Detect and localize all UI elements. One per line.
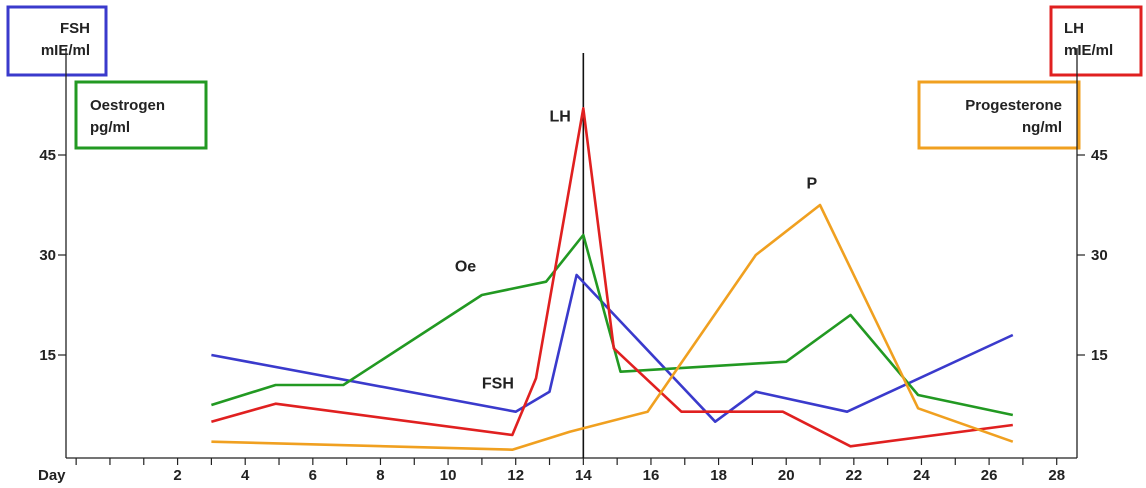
series-annotation-lh: LH [550, 109, 571, 126]
progesterone-box-title: Progesterone [965, 97, 1062, 114]
oestrogen-unit-box [74, 80, 208, 150]
axis-unit-boxes: FSHmIE/mlOestrogenpg/mlLHmIE/mlProgester… [6, 5, 1143, 150]
left-tick-label: 45 [39, 147, 56, 164]
oestrogen-box-title: Oestrogen [90, 97, 165, 114]
x-tick-label: 4 [241, 467, 250, 484]
progesterone-box-unit: ng/ml [1022, 119, 1062, 136]
left-tick-label: 30 [39, 247, 56, 264]
series-annotation-p: P [806, 175, 817, 192]
right-tick-label: 45 [1091, 147, 1108, 164]
series-annotation-oe: Oe [455, 259, 476, 276]
oestrogen-box-unit: pg/ml [90, 119, 130, 136]
series-line-lh [211, 107, 1013, 448]
x-tick-label: 14 [575, 467, 592, 484]
x-tick-label: 2 [173, 467, 181, 484]
series-lines [211, 107, 1014, 452]
fsh-unit-box [6, 5, 108, 77]
left-tick-label: 15 [39, 347, 56, 364]
x-tick-label: 24 [913, 467, 930, 484]
series-line-p [211, 203, 1014, 452]
series-line-oe [211, 233, 1014, 417]
right-tick-label: 15 [1091, 347, 1108, 364]
series-annotations: LH Oe FSH P [455, 109, 818, 393]
lh-box-unit: mIE/ml [1064, 42, 1113, 59]
x-tick-label: 22 [845, 467, 862, 484]
x-tick-label: 16 [643, 467, 660, 484]
x-tick-label: 8 [376, 467, 384, 484]
x-tick-label: 12 [507, 467, 524, 484]
x-tick-label: 18 [710, 467, 727, 484]
x-axis-label: Day [38, 467, 66, 484]
lh-box-title: LH [1064, 20, 1084, 37]
lh-unit-box [1049, 5, 1143, 77]
series-line-fsh [211, 273, 1014, 424]
right-tick-label: 30 [1091, 247, 1108, 264]
x-tick-label: 26 [981, 467, 998, 484]
fsh-box-title: FSH [60, 20, 90, 37]
x-tick-label: 28 [1048, 467, 1065, 484]
x-tick-label: 20 [778, 467, 795, 484]
series-annotation-fsh: FSH [482, 375, 514, 392]
x-tick-label: 6 [309, 467, 317, 484]
x-tick-label: 10 [440, 467, 457, 484]
progesterone-unit-box [917, 80, 1081, 150]
